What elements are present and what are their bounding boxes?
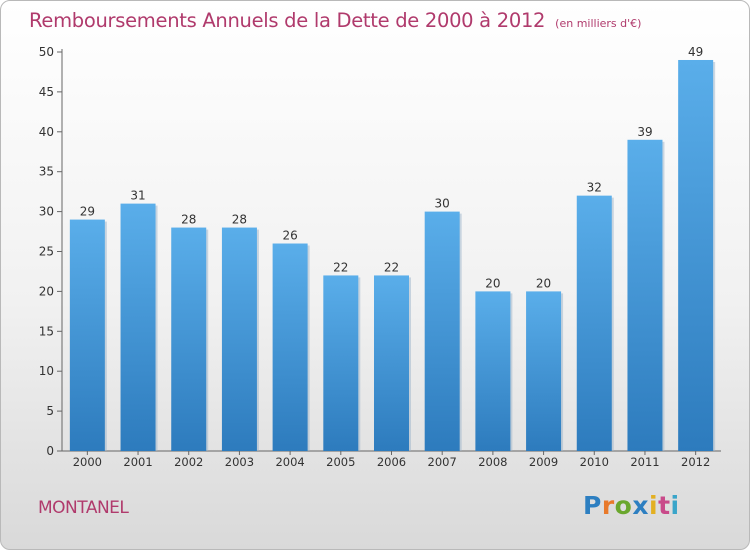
data-label: 28 [232,213,247,227]
y-tick-label: 50 [39,45,54,59]
data-label: 20 [485,276,500,290]
data-label: 22 [384,260,399,274]
logo-letter: o [614,491,633,520]
y-tick-label: 5 [46,404,54,418]
y-tick-label: 15 [39,324,54,338]
logo-letter: r [601,491,615,520]
chart-subtitle: (en milliers d'€) [555,17,642,30]
x-tick-label: 2008 [478,455,507,469]
y-tick-label: 30 [39,205,54,219]
x-tick-label: 2012 [681,455,710,469]
y-tick-label: 45 [39,85,54,99]
data-label: 20 [536,276,551,290]
x-tick-label: 2011 [630,455,659,469]
logo-letter: x [632,491,649,520]
x-tick-label: 2004 [275,455,304,469]
logo-letter: i [670,491,680,520]
x-tick-label: 2002 [174,455,203,469]
data-label: 31 [130,189,145,203]
data-label: 26 [282,229,297,243]
x-tick-label: 2003 [225,455,254,469]
bar [627,139,663,451]
logo-letter: t [658,491,671,520]
data-label: 39 [637,125,652,139]
bar [374,275,409,451]
x-tick-label: 2005 [326,455,355,469]
x-tick-label: 2009 [529,455,558,469]
x-tick-label: 2000 [73,455,102,469]
chart-bars [69,59,716,451]
proxiti-logo: Proxiti [583,491,680,520]
bar [69,219,105,451]
chart-title-text: Remboursements Annuels de la Dette de 20… [29,9,546,32]
y-tick-label: 10 [39,364,54,378]
x-tick-label: 2006 [377,455,406,469]
logo-letter: i [649,491,659,520]
x-tick-label: 2001 [123,455,152,469]
y-tick-label: 35 [39,165,54,179]
y-tick-label: 25 [39,245,54,259]
data-label: 49 [688,45,703,59]
bar [221,227,257,451]
bar [526,291,562,451]
y-tick-label: 20 [39,284,54,298]
bar [171,227,207,451]
chart-title: Remboursements Annuels de la Dette de 20… [29,9,641,32]
y-tick-label: 0 [46,444,54,458]
bar [272,243,308,451]
y-tick-label: 40 [39,125,54,139]
bar [678,59,714,451]
logo-letter: P [583,491,602,520]
bar [323,275,359,451]
x-tick-label: 2007 [428,455,457,469]
bar [475,291,511,451]
data-label: 22 [333,260,348,274]
x-tick-label: 2010 [580,455,609,469]
data-label: 30 [435,197,450,211]
bar [424,211,460,451]
data-label: 32 [587,181,602,195]
bar [576,195,612,451]
chart-labels: 2000 29 2001 31 2002 28 2003 28 2004 26 2005 22 2006… [73,45,711,469]
data-label: 28 [181,213,196,227]
commune-name: MONTANEL [38,498,129,518]
data-label: 29 [80,205,95,219]
bar [120,203,156,451]
